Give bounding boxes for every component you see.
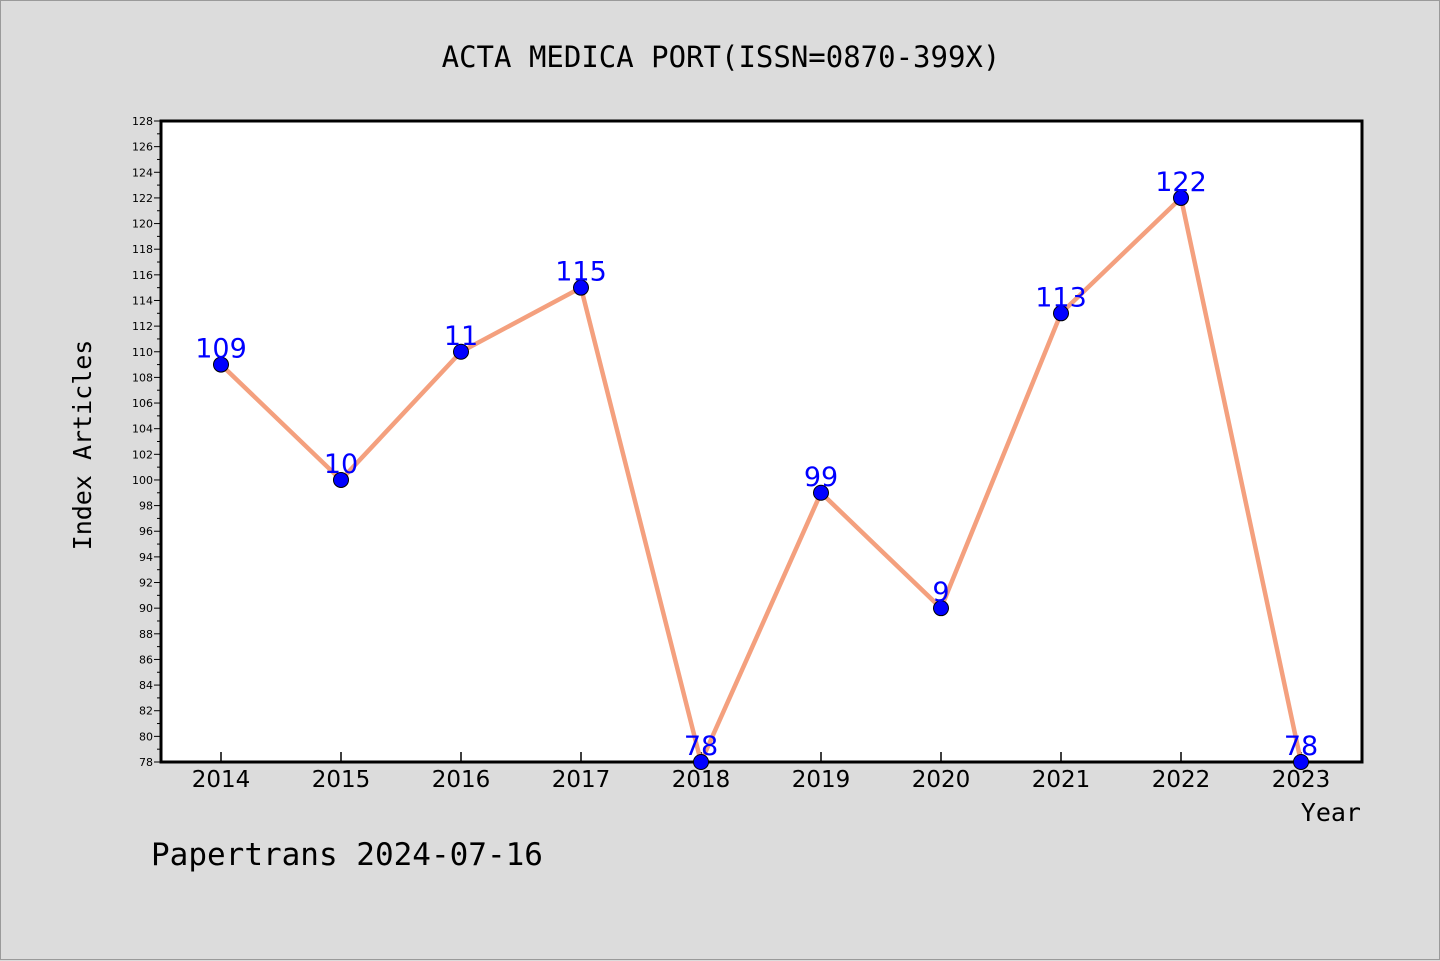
x-tick-label: 2018 xyxy=(672,767,731,793)
data-point xyxy=(213,356,229,373)
y-tick-label: 94 xyxy=(139,551,153,564)
y-tick-label: 108 xyxy=(132,371,153,384)
y-tick-label: 128 xyxy=(132,115,153,128)
y-tick-label: 120 xyxy=(132,218,153,231)
data-point xyxy=(1173,189,1189,206)
y-tick-label: 96 xyxy=(139,525,153,538)
y-tick-label: 116 xyxy=(132,269,153,282)
y-tick-label: 92 xyxy=(139,577,153,590)
y-tick-label: 82 xyxy=(139,705,153,718)
x-tick-label: 2017 xyxy=(552,767,611,793)
plot-area xyxy=(159,119,1364,764)
data-label: 78 xyxy=(1284,731,1318,762)
y-tick-label: 84 xyxy=(139,679,153,692)
y-tick-label: 126 xyxy=(132,141,153,154)
data-label: 10 xyxy=(324,449,358,480)
y-tick-label: 102 xyxy=(132,448,153,461)
data-point xyxy=(573,279,589,296)
y-tick-label: 114 xyxy=(132,294,153,307)
x-axis-label: Year xyxy=(1301,798,1361,827)
x-tick-label: 2020 xyxy=(912,767,971,793)
x-tick-label: 2019 xyxy=(792,767,851,793)
y-axis: 78 80 82 84 86 88 90 92 94 96 98 100 102 104 106 108 110… xyxy=(132,115,161,769)
x-tick-label: 2014 xyxy=(192,767,251,793)
data-label: 122 xyxy=(1155,167,1207,198)
y-tick-label: 78 xyxy=(139,756,153,769)
data-point xyxy=(813,484,829,501)
y-tick-label: 124 xyxy=(132,166,153,179)
data-label: 113 xyxy=(1035,282,1087,313)
chart-title: ACTA MEDICA PORT(ISSN=0870-399X) xyxy=(442,40,1001,74)
y-tick-label: 86 xyxy=(139,653,153,666)
y-tick-label: 100 xyxy=(132,474,153,487)
data-point xyxy=(693,754,709,770)
data-point xyxy=(933,600,949,617)
data-point xyxy=(333,471,349,488)
x-tick-label: 2021 xyxy=(1032,767,1091,793)
x-tick-label: 2023 xyxy=(1272,767,1331,793)
x-tick-label: 2015 xyxy=(312,767,371,793)
y-tick-label: 104 xyxy=(132,423,153,436)
y-tick-label: 112 xyxy=(132,320,153,333)
x-tick-label: 2022 xyxy=(1152,767,1211,793)
y-tick-label: 110 xyxy=(132,346,153,359)
data-point xyxy=(453,343,469,360)
y-tick-label: 122 xyxy=(132,192,153,205)
footer-credit: Papertrans 2024-07-16 xyxy=(151,837,543,873)
y-tick-label: 90 xyxy=(139,602,153,615)
data-label: 11 xyxy=(444,321,478,352)
series-layer xyxy=(213,189,1309,770)
data-label: 109 xyxy=(195,334,247,365)
data-label: 115 xyxy=(555,257,607,288)
y-tick-label: 118 xyxy=(132,243,153,256)
x-axis: 2014 2015 2016 2017 2018 2019 2020 2021 2022 2023 xyxy=(192,752,1331,793)
x-tick-label: 2016 xyxy=(432,767,491,793)
y-tick-label: 106 xyxy=(132,397,153,410)
y-tick-label: 88 xyxy=(139,628,153,641)
data-label: 78 xyxy=(684,731,718,762)
data-label: 9 xyxy=(932,577,949,608)
data-point xyxy=(1053,305,1069,322)
data-point xyxy=(1293,754,1309,770)
y-tick-label: 98 xyxy=(139,500,153,513)
y-tick-label: 80 xyxy=(139,730,153,743)
y-axis-label: Index Articles xyxy=(68,340,97,551)
series-line xyxy=(218,193,1304,769)
data-label: 99 xyxy=(804,462,838,493)
